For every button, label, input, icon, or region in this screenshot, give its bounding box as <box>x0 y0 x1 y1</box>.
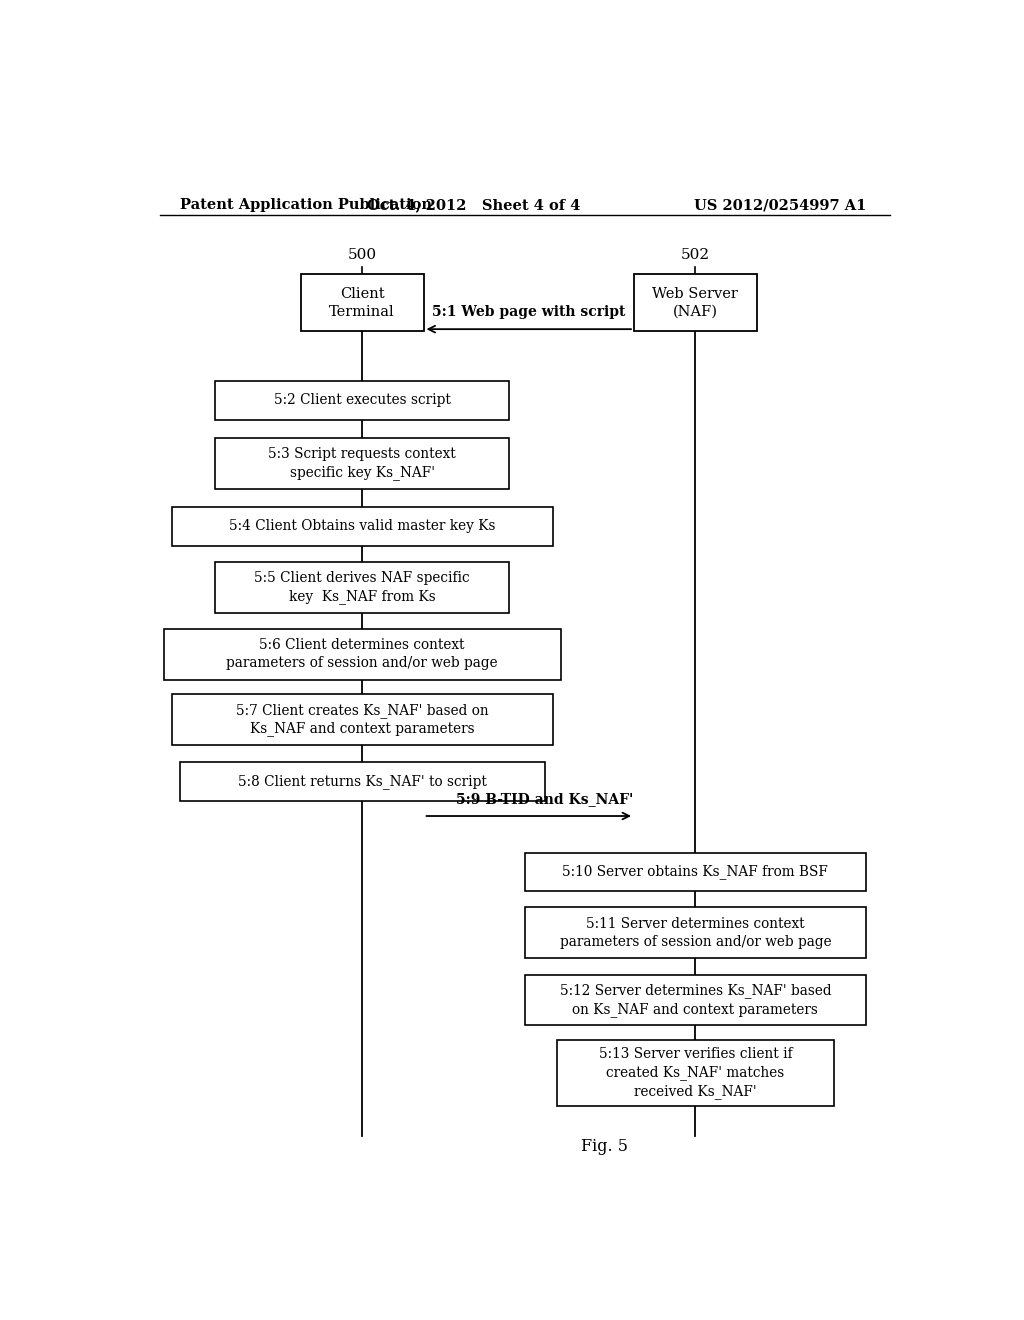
Text: 5:3 Script requests context
specific key Ks_NAF': 5:3 Script requests context specific key… <box>268 447 456 479</box>
Text: 5:1 Web page with script: 5:1 Web page with script <box>432 305 626 319</box>
Bar <box>557 1040 835 1106</box>
Text: Oct. 4, 2012   Sheet 4 of 4: Oct. 4, 2012 Sheet 4 of 4 <box>367 198 580 213</box>
Bar <box>215 438 509 488</box>
Text: 5:4 Client Obtains valid master key Ks: 5:4 Client Obtains valid master key Ks <box>228 519 496 533</box>
Text: Fig. 5: Fig. 5 <box>581 1138 628 1155</box>
Text: 5:12 Server determines Ks_NAF' based
on Ks_NAF and context parameters: 5:12 Server determines Ks_NAF' based on … <box>559 983 831 1016</box>
Text: 5:6 Client determines context
parameters of session and/or web page: 5:6 Client determines context parameters… <box>226 639 498 671</box>
Text: US 2012/0254997 A1: US 2012/0254997 A1 <box>693 198 866 213</box>
Bar <box>215 562 509 612</box>
Bar <box>215 381 509 420</box>
Bar <box>524 907 866 958</box>
Bar <box>179 762 545 801</box>
Text: 5:10 Server obtains Ks_NAF from BSF: 5:10 Server obtains Ks_NAF from BSF <box>562 865 828 879</box>
Bar <box>164 630 560 680</box>
Text: 5:7 Client creates Ks_NAF' based on
Ks_NAF and context parameters: 5:7 Client creates Ks_NAF' based on Ks_N… <box>236 702 488 737</box>
Text: 5:8 Client returns Ks_NAF' to script: 5:8 Client returns Ks_NAF' to script <box>238 774 486 789</box>
Bar <box>634 275 757 331</box>
Bar <box>301 275 424 331</box>
Text: 5:11 Server determines context
parameters of session and/or web page: 5:11 Server determines context parameter… <box>559 917 831 949</box>
Text: Client
Terminal: Client Terminal <box>330 286 395 318</box>
Bar <box>172 694 553 744</box>
Text: 5:13 Server verifies client if
created Ks_NAF' matches
received Ks_NAF': 5:13 Server verifies client if created K… <box>599 1048 793 1098</box>
Text: 5:5 Client derives NAF specific
key  Ks_NAF from Ks: 5:5 Client derives NAF specific key Ks_N… <box>254 572 470 603</box>
Text: 502: 502 <box>681 248 710 263</box>
Text: 500: 500 <box>347 248 377 263</box>
Text: 5:9 B-TID and Ks_NAF': 5:9 B-TID and Ks_NAF' <box>456 792 633 805</box>
Bar <box>524 853 866 891</box>
Text: Patent Application Publication: Patent Application Publication <box>179 198 431 213</box>
Text: 5:2 Client executes script: 5:2 Client executes script <box>273 393 451 408</box>
Text: Web Server
(NAF): Web Server (NAF) <box>652 286 738 318</box>
Bar <box>172 507 553 545</box>
Bar <box>524 974 866 1026</box>
